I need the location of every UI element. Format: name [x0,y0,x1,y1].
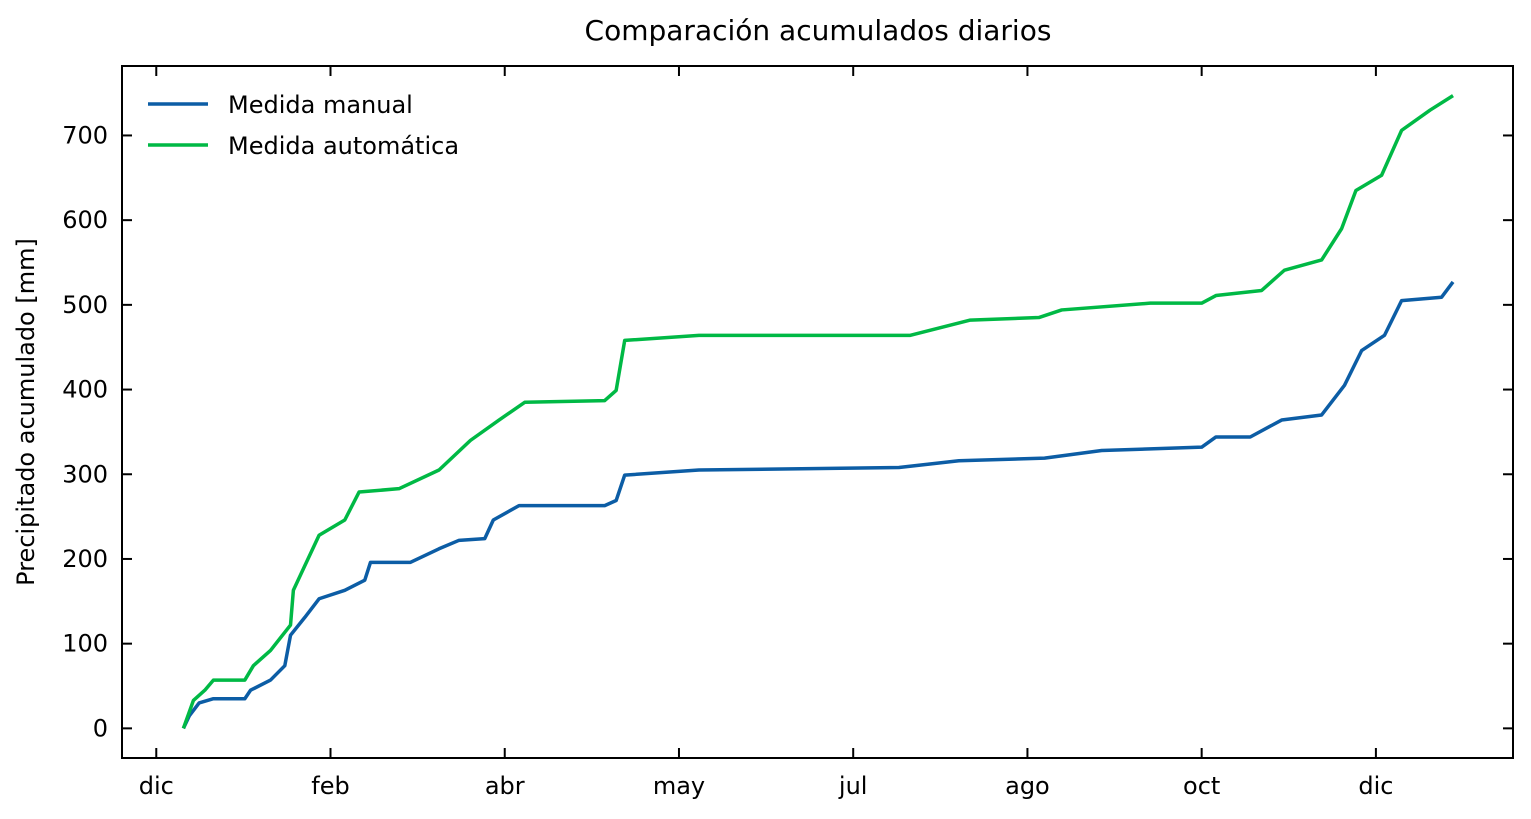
plot-frame [121,65,1514,759]
line [181,94,1454,729]
x-tick-label: jul [838,772,868,800]
x-tick-label: oct [1183,772,1220,800]
y-tick-label: 700 [62,121,108,149]
y-tick-label: 300 [62,460,108,488]
x-tick-label: abr [485,772,525,800]
y-tick-label: 0 [93,714,108,742]
x-tick-label: ago [1005,772,1050,800]
y-tick-label: 100 [62,630,108,658]
x-tick-label: dic [1358,772,1393,800]
line [181,280,1455,730]
y-tick-label: 400 [62,376,108,404]
y-tick-label: 500 [62,291,108,319]
chart-title: Comparación acumulados diarios [585,14,1052,47]
x-tick-label: may [653,772,705,800]
x-tick-label: feb [311,772,349,800]
x-tick-label: dic [139,772,174,800]
legend-label: Medida manual [228,91,413,119]
legend-label: Medida automática [228,132,459,160]
y-tick-label: 600 [62,206,108,234]
y-axis-label: Precipitado acumulado [mm] [12,238,40,586]
y-tick-label: 200 [62,545,108,573]
